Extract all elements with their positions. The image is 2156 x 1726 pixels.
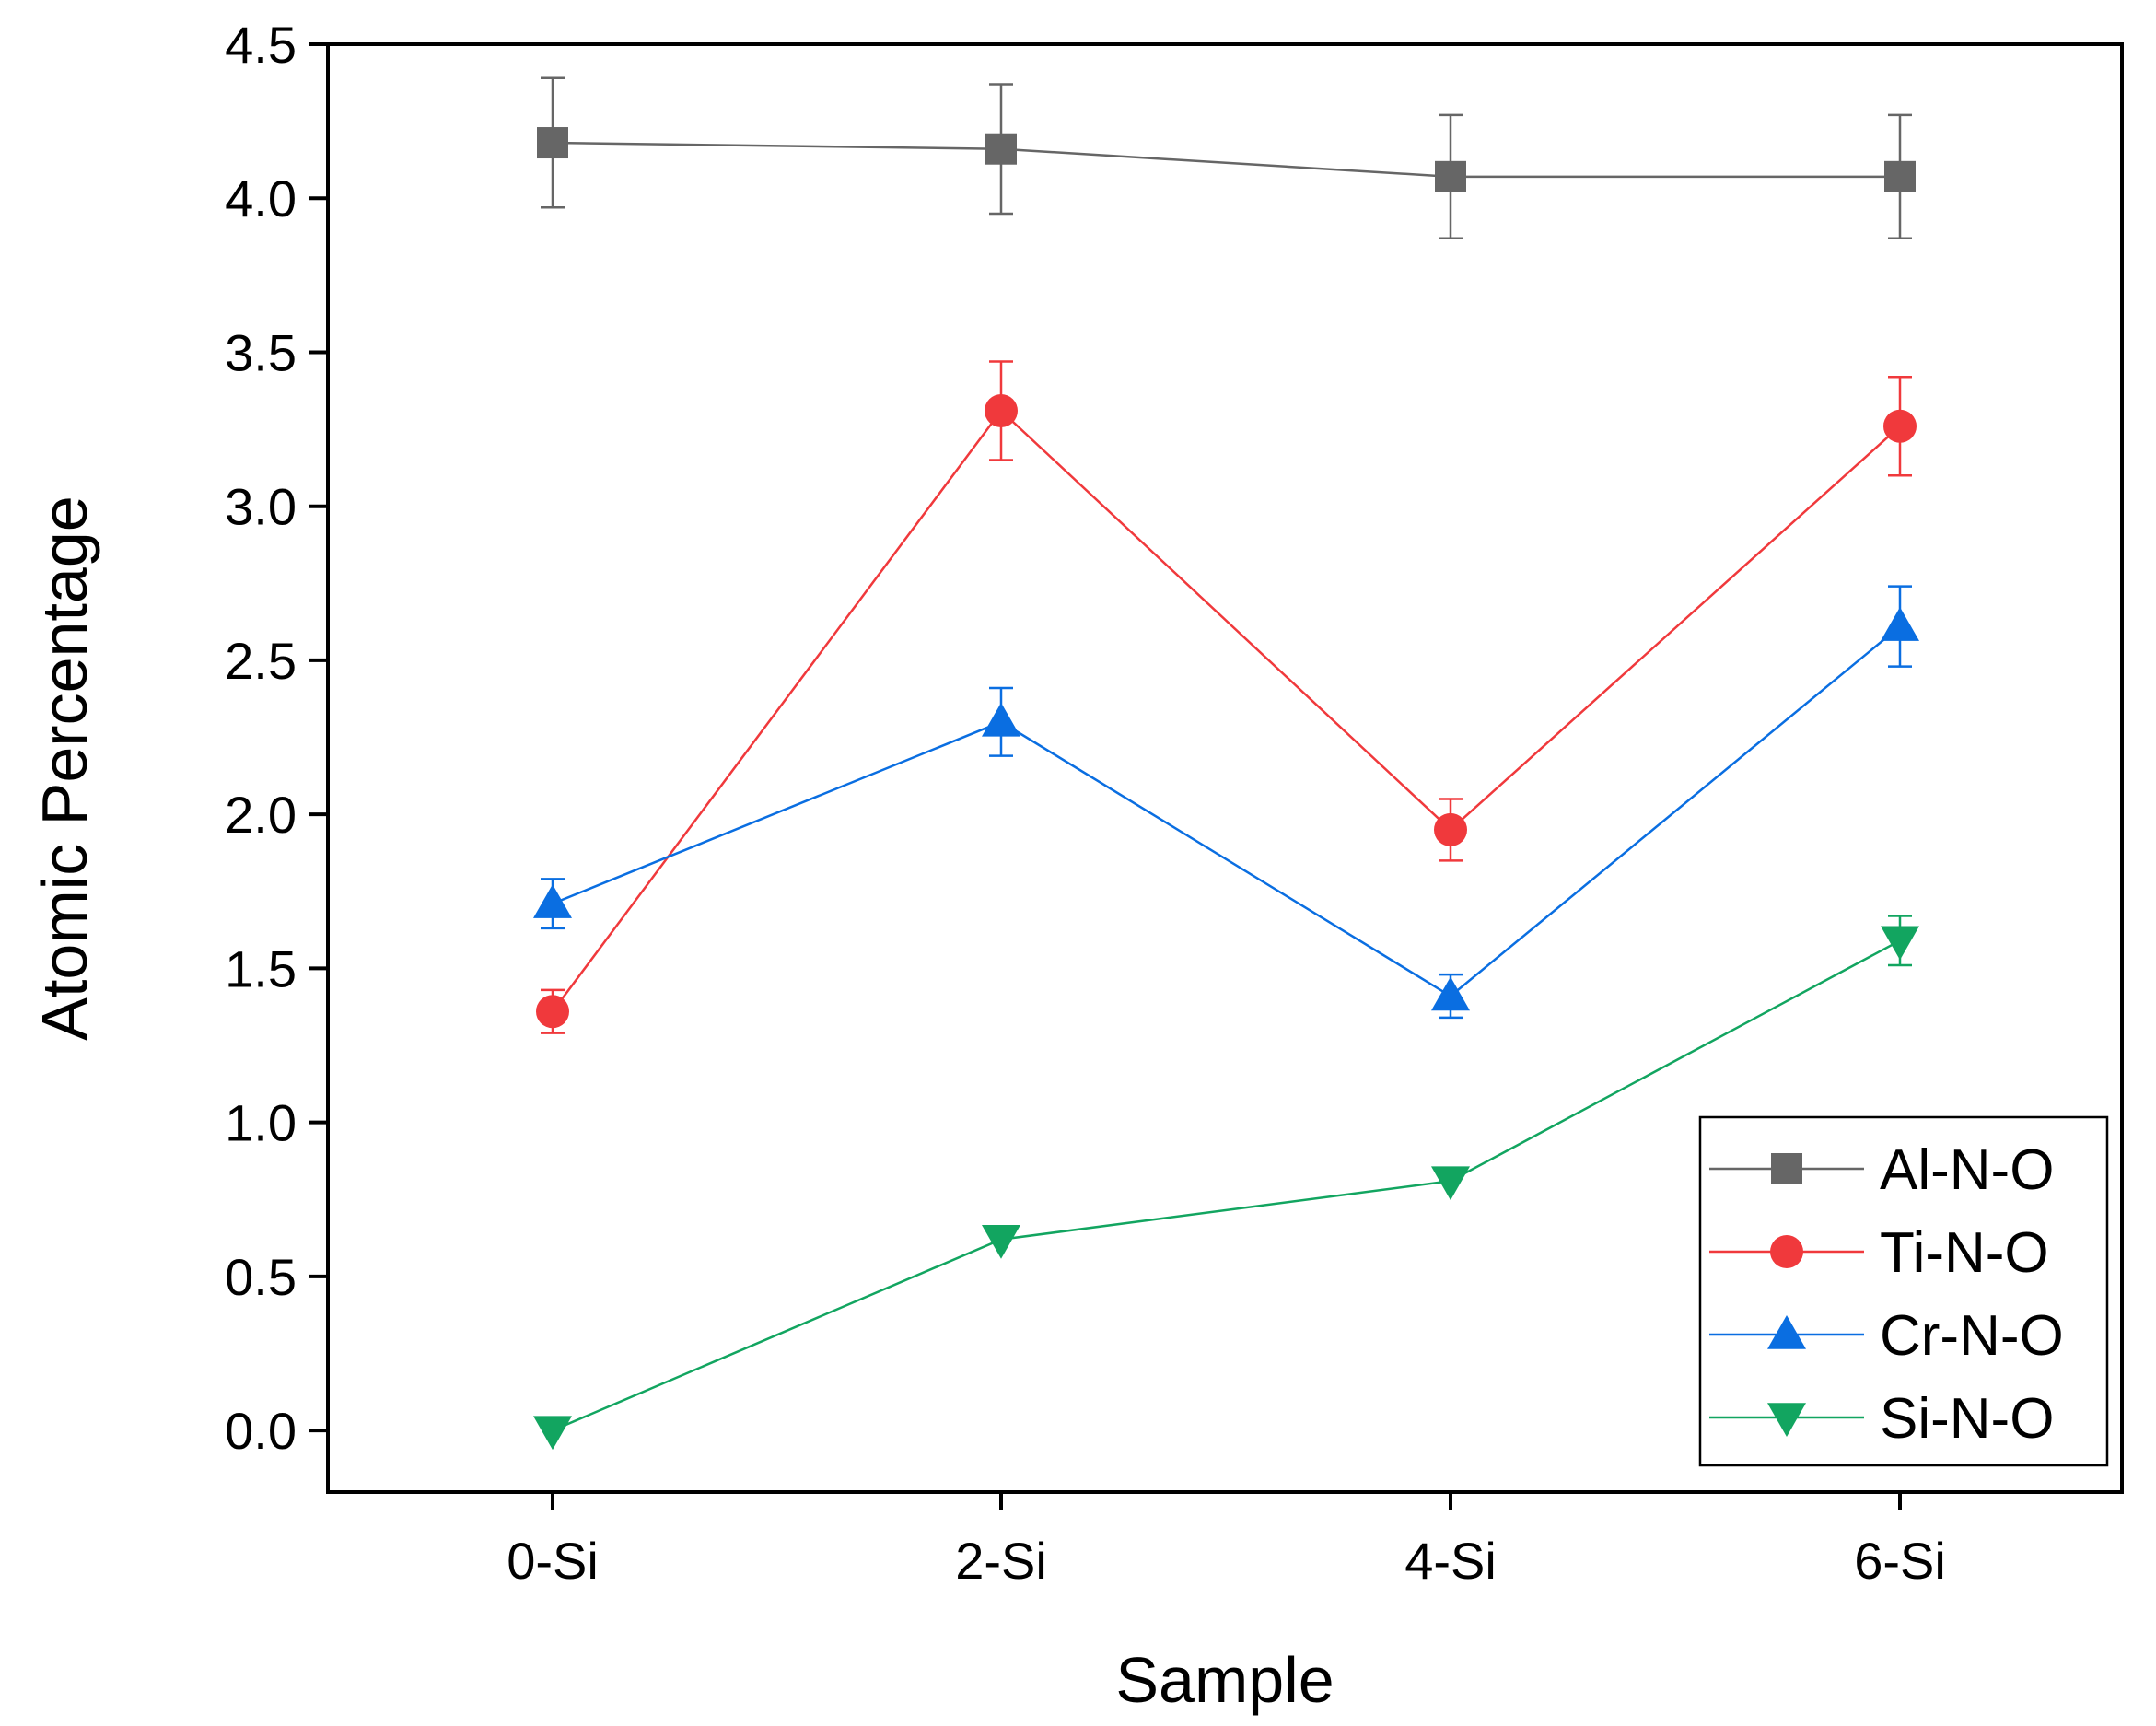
y-tick-label: 2.0 [225,786,297,844]
cr-n-o-data-point [1881,607,1919,641]
ti-n-o-data-point [985,394,1018,428]
error-bars [541,76,1912,1034]
legend-item-si-n-o: Si-N-O [1709,1387,2054,1451]
y-tick-label: 2.5 [225,632,297,690]
series-lines [551,141,1901,1432]
legend-label: Al-N-O [1880,1138,2054,1202]
cr-n-o-series-line [552,625,1901,998]
x-tick-label: 0-Si [507,1532,599,1590]
ti-n-o-series-line [551,409,1901,1012]
si-n-o-series-line [552,939,1901,1432]
series-markers [533,127,1919,1451]
ti-n-o-data-point [536,995,569,1029]
y-tick-label: 1.0 [225,1094,297,1152]
legend-marker-si-n-o [1767,1403,1806,1437]
ti-n-o-data-point [1434,812,1467,846]
y-tick-label: 1.5 [225,939,297,997]
y-tick-label: 3.0 [225,478,297,536]
y-axis-title: Atomic Percentage [29,496,100,1040]
cr-n-o-data-point [982,702,1020,737]
y-tick-label: 3.5 [225,323,297,381]
al-n-o-data-point [1884,160,1916,192]
legend-label: Cr-N-O [1880,1304,2064,1368]
y-tick-label: 0.0 [225,1402,297,1460]
y-axis-ticks: 0.0 0.5 1.0 1.5 2.0 2.5 3.0 3.5 4.0 4.5 [225,16,328,1460]
legend-box [1698,1115,2109,1467]
y-tick-label: 4.5 [225,16,297,74]
plot-area-frame [326,42,2124,1494]
legend-marker-cr-n-o [1767,1315,1806,1349]
si-n-o-data-point [1431,1166,1470,1201]
legend-marker-ti-n-o [1770,1235,1803,1268]
legend-label: Si-N-O [1880,1387,2054,1451]
legend-item-ti-n-o: Ti-N-O [1709,1221,2049,1285]
ti-n-o-data-point [1883,409,1917,443]
cr-n-o-data-point [1431,976,1470,1011]
x-axis-title: Sample [1115,1644,1334,1716]
al-n-o-series-line [552,141,1900,179]
legend-label: Ti-N-O [1880,1221,2049,1285]
legend-marker-al-n-o [1771,1153,1802,1184]
si-n-o-data-point [533,1416,572,1451]
al-n-o-data-point [537,127,568,159]
x-tick-label: 4-Si [1404,1532,1497,1590]
x-tick-label: 6-Si [1854,1532,1946,1590]
cr-n-o-data-point [533,884,572,918]
legend-item-cr-n-o: Cr-N-O [1709,1304,2064,1368]
si-n-o-data-point [1881,926,1919,961]
y-tick-label: 0.5 [225,1248,297,1306]
x-axis-ticks: 0-Si 2-Si 4-Si 6-Si [507,1492,1946,1590]
al-n-o-data-point [1435,160,1466,192]
al-n-o-data-point [985,133,1017,165]
si-n-o-data-point [982,1224,1020,1259]
legend: Al-N-O Ti-N-O Cr-N-O Si-N-O [1698,1115,2109,1467]
y-tick-label: 4.0 [225,169,297,227]
legend-item-al-n-o: Al-N-O [1709,1138,2054,1202]
x-tick-label: 2-Si [955,1532,1047,1590]
